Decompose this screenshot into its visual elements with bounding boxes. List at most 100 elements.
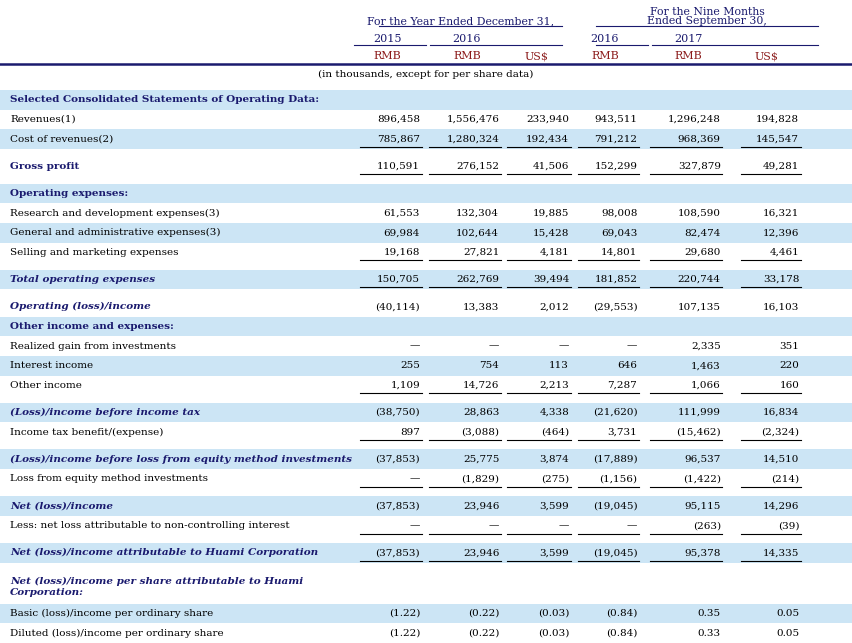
Text: (1.22): (1.22) — [389, 629, 420, 638]
Bar — [0, 449, 852, 469]
Text: (in thousands, except for per share data): (in thousands, except for per share data… — [319, 70, 533, 79]
Text: (19,045): (19,045) — [593, 502, 637, 511]
Text: 82,474: 82,474 — [684, 228, 721, 237]
Text: Selected Consolidated Statements of Operating Data:: Selected Consolidated Statements of Oper… — [10, 95, 320, 104]
Text: For the Year Ended December 31,: For the Year Ended December 31, — [366, 15, 554, 26]
Text: 14,510: 14,510 — [763, 455, 799, 464]
Text: 14,296: 14,296 — [763, 502, 799, 511]
Text: 95,378: 95,378 — [684, 548, 721, 557]
Bar — [0, 356, 852, 376]
Bar — [0, 316, 852, 336]
Text: 16,834: 16,834 — [763, 408, 799, 417]
Bar — [0, 297, 852, 316]
Text: (1,829): (1,829) — [461, 475, 499, 484]
Text: Operating (loss)/income: Operating (loss)/income — [10, 302, 151, 311]
Text: (214): (214) — [771, 475, 799, 484]
Text: (37,853): (37,853) — [376, 455, 420, 464]
Text: 2,213: 2,213 — [539, 381, 569, 390]
Text: 14,726: 14,726 — [463, 381, 499, 390]
Text: (37,853): (37,853) — [376, 548, 420, 557]
Text: 3,599: 3,599 — [539, 502, 569, 511]
Bar — [0, 289, 852, 297]
Text: 110,591: 110,591 — [377, 162, 420, 171]
Text: 0.35: 0.35 — [698, 609, 721, 618]
Text: 7,287: 7,287 — [607, 381, 637, 390]
Text: RMB: RMB — [675, 51, 702, 61]
Text: Net (loss)/income attributable to Huami Corporation: Net (loss)/income attributable to Huami … — [10, 548, 319, 557]
Text: (39): (39) — [778, 521, 799, 530]
Text: 2017: 2017 — [674, 33, 703, 44]
Bar — [0, 469, 852, 489]
Text: 19,885: 19,885 — [532, 208, 569, 217]
Text: 791,212: 791,212 — [595, 134, 637, 143]
Text: 4,338: 4,338 — [539, 408, 569, 417]
Text: (1.22): (1.22) — [389, 609, 420, 618]
Bar — [0, 336, 852, 356]
Text: 192,434: 192,434 — [527, 134, 569, 143]
Bar — [0, 496, 852, 516]
Bar — [0, 623, 852, 643]
Text: (29,553): (29,553) — [593, 302, 637, 311]
Text: —: — — [559, 521, 569, 530]
Text: 107,135: 107,135 — [678, 302, 721, 311]
Text: 69,043: 69,043 — [601, 228, 637, 237]
Text: Selling and marketing expenses: Selling and marketing expenses — [10, 248, 179, 257]
Text: 220: 220 — [780, 361, 799, 370]
Text: US$: US$ — [525, 51, 549, 61]
Bar — [0, 129, 852, 149]
Text: Basic (loss)/income per ordinary share: Basic (loss)/income per ordinary share — [10, 609, 214, 618]
Text: —: — — [410, 341, 420, 350]
Bar — [0, 149, 852, 156]
Text: 1,556,476: 1,556,476 — [446, 115, 499, 124]
Text: 1,296,248: 1,296,248 — [668, 115, 721, 124]
Text: (1,422): (1,422) — [682, 475, 721, 484]
Text: (464): (464) — [541, 428, 569, 437]
Bar — [0, 570, 852, 604]
Text: For the Nine Months: For the Nine Months — [650, 7, 764, 17]
Text: 3,599: 3,599 — [539, 548, 569, 557]
Text: 16,321: 16,321 — [763, 208, 799, 217]
Text: —: — — [627, 521, 637, 530]
Text: (263): (263) — [693, 521, 721, 530]
Text: 896,458: 896,458 — [377, 115, 420, 124]
Text: 102,644: 102,644 — [457, 228, 499, 237]
Bar — [0, 604, 852, 623]
Text: (0.84): (0.84) — [606, 629, 637, 638]
Text: 49,281: 49,281 — [763, 162, 799, 171]
Text: 152,299: 152,299 — [595, 162, 637, 171]
Bar — [0, 376, 852, 395]
Text: 2016: 2016 — [590, 33, 619, 44]
Text: 1,109: 1,109 — [390, 381, 420, 390]
Text: Other income and expenses:: Other income and expenses: — [10, 322, 174, 331]
Text: (3,088): (3,088) — [461, 428, 499, 437]
Text: 785,867: 785,867 — [377, 134, 420, 143]
Text: 327,879: 327,879 — [678, 162, 721, 171]
Bar — [0, 422, 852, 442]
Text: 95,115: 95,115 — [684, 502, 721, 511]
Bar — [0, 563, 852, 570]
Text: 69,984: 69,984 — [383, 228, 420, 237]
Text: US$: US$ — [755, 51, 779, 61]
Text: 968,369: 968,369 — [678, 134, 721, 143]
Text: 3,874: 3,874 — [539, 455, 569, 464]
Text: Cost of revenues(2): Cost of revenues(2) — [10, 134, 113, 143]
Text: 646: 646 — [618, 361, 637, 370]
Text: 220,744: 220,744 — [678, 275, 721, 284]
Text: 3,731: 3,731 — [607, 428, 637, 437]
Text: Operating expenses:: Operating expenses: — [10, 189, 129, 198]
Text: 14,335: 14,335 — [763, 548, 799, 557]
Text: 2016: 2016 — [452, 33, 481, 44]
Text: Gross profit: Gross profit — [10, 162, 79, 171]
Text: 28,863: 28,863 — [463, 408, 499, 417]
Text: 12,396: 12,396 — [763, 228, 799, 237]
Text: (Loss)/income before loss from equity method investments: (Loss)/income before loss from equity me… — [10, 455, 352, 464]
Text: (Loss)/income before income tax: (Loss)/income before income tax — [10, 408, 200, 417]
Text: Diluted (loss)/income per ordinary share: Diluted (loss)/income per ordinary share — [10, 629, 224, 638]
Bar — [0, 543, 852, 563]
Bar — [0, 176, 852, 184]
Bar — [0, 262, 852, 270]
Text: Net (loss)/income per share attributable to Huami: Net (loss)/income per share attributable… — [10, 577, 303, 586]
Text: 98,008: 98,008 — [601, 208, 637, 217]
Text: 14,801: 14,801 — [601, 248, 637, 257]
Text: Total operating expenses: Total operating expenses — [10, 275, 155, 284]
